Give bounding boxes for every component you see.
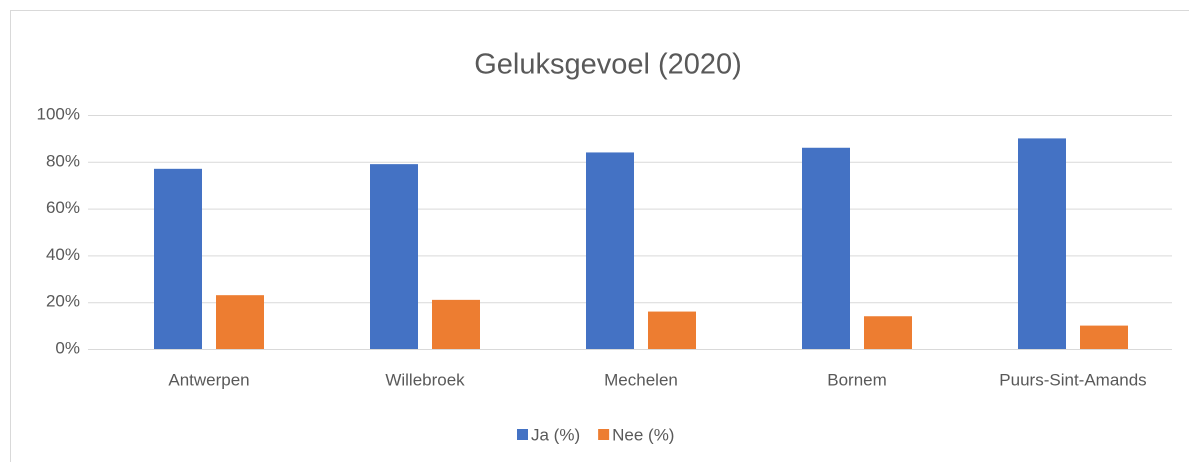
bar (586, 152, 634, 349)
bar (648, 311, 696, 349)
bar (864, 316, 912, 349)
x-tick-label: Willebroek (385, 370, 465, 389)
y-tick-label: 0% (55, 338, 80, 357)
y-tick-label: 20% (46, 292, 80, 311)
legend-swatch (517, 429, 528, 440)
y-tick-label: 60% (46, 198, 80, 217)
x-tick-label: Mechelen (604, 370, 678, 389)
bar (154, 168, 202, 349)
bar (1018, 138, 1066, 349)
bar (216, 295, 264, 349)
legend-label: Ja (%) (531, 425, 580, 444)
bar (370, 164, 418, 349)
y-tick-label: 40% (46, 245, 80, 264)
x-tick-label: Antwerpen (168, 370, 249, 389)
bar (802, 147, 850, 349)
x-tick-label: Puurs-Sint-Amands (999, 370, 1146, 389)
bar (432, 299, 480, 349)
x-tick-label: Bornem (827, 370, 887, 389)
bar (1080, 325, 1128, 349)
legend-swatch (598, 429, 610, 440)
y-tick-label: 100% (37, 104, 80, 123)
legend-label: Nee (%) (612, 425, 674, 444)
chart-title: Geluksgevoel (2020) (474, 49, 742, 81)
y-tick-label: 80% (46, 151, 80, 170)
